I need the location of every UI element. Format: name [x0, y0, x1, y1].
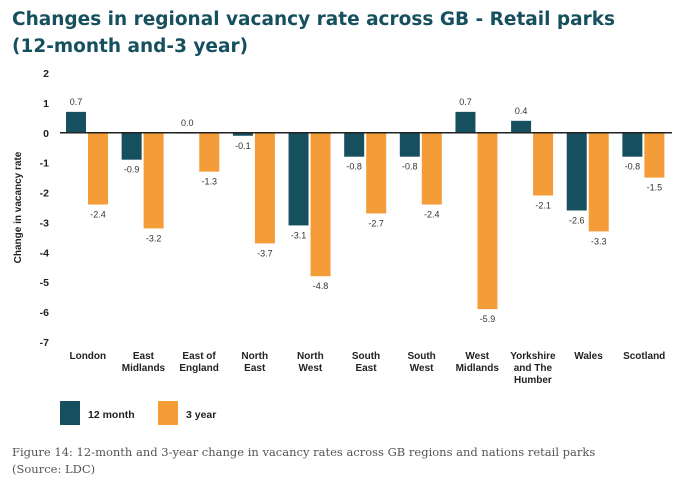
bar-12-month-0: [66, 111, 86, 133]
bar-12-month-4: [288, 132, 309, 226]
y-tick-label: -4: [40, 247, 49, 259]
bar-12-month-5: [344, 132, 365, 157]
y-tick-label: 2: [43, 68, 49, 80]
legend-label: 12 month: [88, 409, 135, 421]
data-label: 0.4: [515, 106, 528, 116]
figure-caption-line-2: (Source: LDC): [12, 462, 96, 476]
y-axis-label: Change in vacancy rate: [13, 151, 24, 263]
x-tick-label: Scotland: [623, 351, 665, 362]
x-tick-label: South West: [407, 351, 435, 374]
bar-12-month-6: [399, 132, 420, 157]
figure-caption-line-1: Figure 14: 12-month and 3-year change in…: [12, 445, 596, 459]
y-tick-label: -6: [40, 307, 49, 319]
data-label: -0.8: [402, 162, 418, 172]
data-label: -5.9: [480, 314, 496, 324]
bar-3-year-1: [143, 132, 164, 229]
bar-3-year-6: [421, 132, 442, 205]
x-tick-label: London: [69, 351, 106, 362]
bar-12-month-1: [121, 132, 142, 160]
x-tick-label: North West: [297, 351, 324, 374]
data-label: -1.3: [202, 177, 218, 187]
y-tick-label: -7: [40, 337, 49, 349]
data-label: 0.7: [70, 97, 83, 107]
data-label: -2.7: [368, 218, 384, 228]
bar-3-year-3: [254, 132, 275, 244]
chart-title-line-1: Changes in regional vacancy rate across …: [12, 9, 616, 30]
data-label: -0.9: [124, 165, 140, 175]
bar-3-year-8: [533, 132, 554, 196]
legend-label: 3 year: [186, 409, 216, 421]
y-tick-label: 1: [43, 98, 49, 110]
bar-3-year-0: [88, 132, 108, 205]
data-label: -2.4: [90, 210, 106, 220]
bar-3-year-10: [644, 132, 665, 178]
x-tick-label: North East: [241, 351, 268, 374]
bar-3-year-4: [310, 132, 331, 277]
bar-12-month-3: [232, 132, 253, 136]
bar-12-month-9: [566, 132, 587, 211]
x-tick-label: West Midlands: [456, 351, 500, 374]
y-tick-label: -3: [40, 217, 49, 229]
data-label: 0.7: [459, 97, 472, 107]
bar-12-month-10: [622, 132, 643, 157]
data-label: -0.1: [235, 141, 251, 151]
data-label: -0.8: [625, 162, 641, 172]
chart-title-line-2: (12-month and-3 year): [12, 36, 249, 57]
data-label: -2.1: [535, 201, 551, 211]
x-tick-label: Yorkshire and The Humber: [510, 351, 556, 386]
figure-caption: Figure 14: 12-month and 3-year change in…: [12, 444, 672, 478]
data-label: -4.8: [313, 281, 329, 291]
x-tick-label: East Midlands: [122, 351, 166, 374]
y-tick-label: -1: [40, 158, 49, 170]
bar-3-year-7: [477, 132, 498, 310]
bar-3-year-2: [199, 132, 220, 172]
bar-3-year-5: [366, 132, 387, 214]
x-tick-label: East of England: [179, 351, 218, 374]
x-tick-label: Wales: [574, 351, 603, 362]
bar-12-month-8: [511, 120, 532, 133]
legend-swatch-12-month: [60, 401, 80, 425]
y-tick-label: 0: [43, 128, 49, 140]
data-label: -3.3: [591, 236, 607, 246]
data-label: -3.1: [291, 230, 307, 240]
y-tick-label: -5: [40, 277, 49, 289]
data-label: -2.6: [569, 215, 585, 225]
data-label: -1.5: [647, 183, 663, 193]
data-label: -3.2: [146, 233, 162, 243]
chart-title: Changes in regional vacancy rate across …: [12, 6, 672, 60]
data-label: -2.4: [424, 210, 440, 220]
data-label: -3.7: [257, 248, 273, 258]
bar-chart: 2 1 0 -1 -2 -3 -4 -5 -6 -7 Change in vacancy rate 0…: [13, 68, 672, 425]
data-label: -0.8: [346, 162, 362, 172]
x-tick-label: South East: [352, 351, 380, 374]
bar-12-month-7: [455, 111, 476, 133]
data-label: 0.0: [181, 118, 194, 128]
legend-swatch-3-year: [158, 401, 178, 425]
bar-3-year-9: [588, 132, 609, 232]
y-tick-label: -2: [40, 188, 49, 200]
